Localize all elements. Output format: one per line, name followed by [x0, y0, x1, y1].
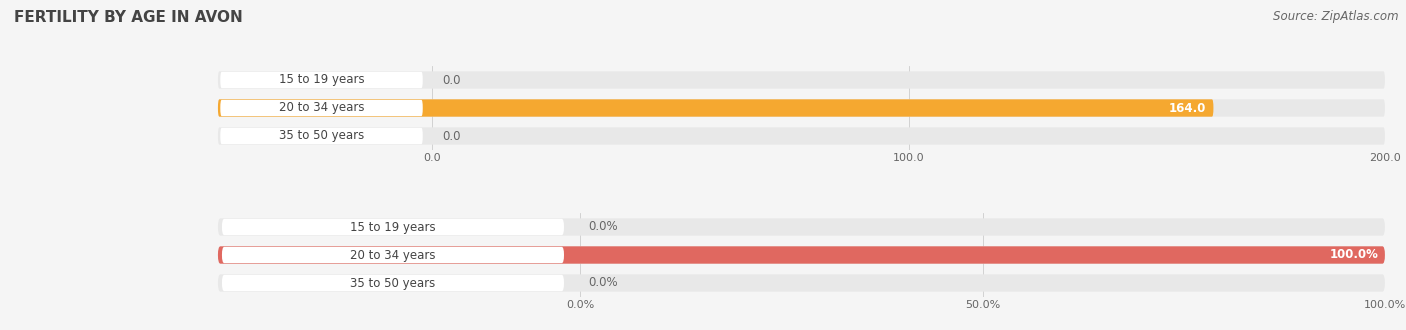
FancyBboxPatch shape	[218, 127, 1385, 145]
FancyBboxPatch shape	[221, 128, 423, 144]
FancyBboxPatch shape	[218, 99, 1385, 117]
FancyBboxPatch shape	[221, 100, 423, 116]
Text: 0.0%: 0.0%	[588, 220, 617, 234]
Text: 20 to 34 years: 20 to 34 years	[278, 102, 364, 115]
Text: 0.0: 0.0	[441, 74, 460, 86]
FancyBboxPatch shape	[218, 99, 1213, 117]
FancyBboxPatch shape	[218, 218, 1385, 236]
FancyBboxPatch shape	[222, 219, 564, 235]
FancyBboxPatch shape	[221, 72, 423, 88]
Text: 35 to 50 years: 35 to 50 years	[278, 129, 364, 143]
Text: Source: ZipAtlas.com: Source: ZipAtlas.com	[1274, 10, 1399, 23]
FancyBboxPatch shape	[222, 275, 564, 291]
Text: 15 to 19 years: 15 to 19 years	[278, 74, 364, 86]
Text: 0.0: 0.0	[441, 129, 460, 143]
Text: 164.0: 164.0	[1168, 102, 1206, 115]
Text: FERTILITY BY AGE IN AVON: FERTILITY BY AGE IN AVON	[14, 10, 243, 25]
FancyBboxPatch shape	[218, 274, 1385, 292]
FancyBboxPatch shape	[218, 246, 1385, 264]
FancyBboxPatch shape	[218, 246, 1385, 264]
FancyBboxPatch shape	[218, 71, 1385, 89]
Text: 0.0%: 0.0%	[588, 277, 617, 289]
Text: 20 to 34 years: 20 to 34 years	[350, 248, 436, 261]
Text: 35 to 50 years: 35 to 50 years	[350, 277, 436, 289]
Text: 100.0%: 100.0%	[1330, 248, 1378, 261]
FancyBboxPatch shape	[222, 247, 564, 263]
Text: 15 to 19 years: 15 to 19 years	[350, 220, 436, 234]
